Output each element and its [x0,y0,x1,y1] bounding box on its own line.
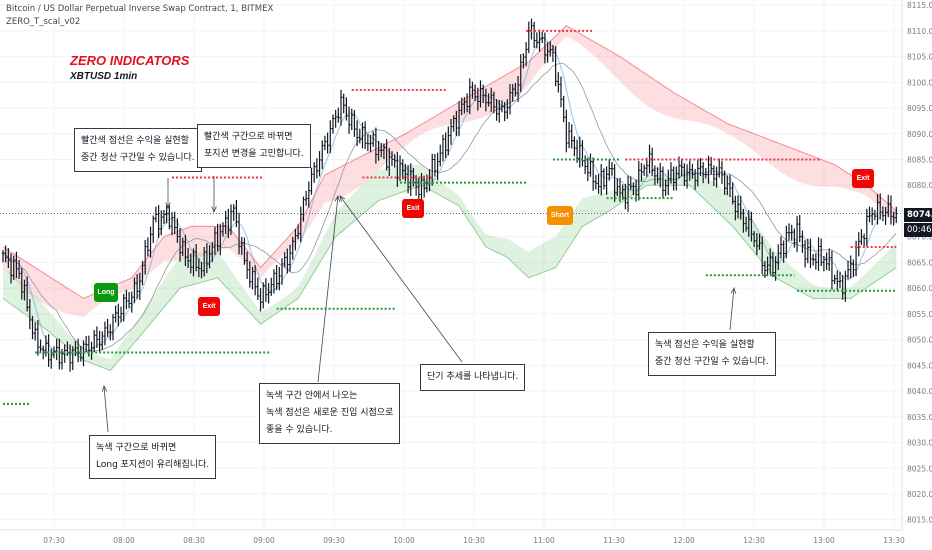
exit-signal-marker[interactable]: Exit [198,297,220,316]
price-axis-tick-label: 8050.0 [907,336,932,345]
short-signal-marker[interactable]: Short [547,206,573,225]
price-axis-tick-label: 8100.0 [907,78,932,87]
indicator-name[interactable]: ZERO_T_scal_v02 [6,17,81,27]
price-axis-tick-label: 8065.0 [907,258,932,267]
annotation-line: 녹색 구간으로 바뀌면 [96,443,177,453]
symbol-description: Bitcoin / US Dollar Perpetual Inverse Sw… [6,4,274,14]
red-band-line [2,25,897,300]
price-axis-tick-label: 8105.0 [907,53,932,62]
annotation-arrow-head [165,202,171,210]
exit-signal-marker[interactable]: Exit [402,199,424,218]
price-axis-tick-label: 8070.0 [907,233,932,242]
time-axis-tick-label: 10:30 [463,536,485,545]
annotation-line: 포지션 변경을 고민합니다. [204,149,304,159]
annotation-red-zone-switch: 빨간색 구간으로 바뀌면 포지션 변경을 고민합니다. [197,124,311,168]
price-axis-tick-label: 8080.0 [907,181,932,190]
annotation-green-dotted-entry: 녹색 구간 안에서 나오는 녹색 점선은 새로운 진입 시점으로 좋을 수 있습… [259,383,401,444]
time-axis-tick-label: 11:30 [603,536,625,545]
annotation-short-trend: 단기 추세를 나타냅니다. [420,364,526,391]
green-cloud-band [3,165,897,371]
time-axis-tick-label: 08:30 [183,536,205,545]
annotation-line: 녹색 점선은 수익을 실현할 [655,340,755,350]
annotation-arrow-head [211,206,217,214]
price-axis-tick-label: 8085.0 [907,156,932,165]
long-signal-marker[interactable]: Long [94,283,118,302]
time-axis-tick-label: 08:00 [113,536,135,545]
annotation-line: 빨간색 구간으로 바뀌면 [204,132,293,142]
price-axis-tick-label: 8115.0 [907,1,932,10]
fast-moving-average [2,37,897,356]
time-axis-tick-label: 11:00 [533,536,555,545]
price-axis-tick-label: 8015.0 [907,516,932,525]
price-axis-tick-label: 8045.0 [907,361,932,370]
price-axis-tick-label: 8025.0 [907,464,932,473]
overlay-title: ZERO INDICATORS [70,53,190,68]
annotation-arrow [317,195,339,383]
price-axis-tick-label: 8055.0 [907,310,932,319]
time-axis-tick-label: 09:00 [253,536,275,545]
countdown-label: 00:46 [904,223,932,237]
slow-moving-average [2,62,897,352]
annotation-arrow-head [101,384,108,392]
annotation-line: 빨간색 점선은 수익을 실현할 [81,136,189,146]
time-axis-tick-label: 12:30 [743,536,765,545]
price-axis-tick-label: 8060.0 [907,284,932,293]
annotation-line: 중간 청산 구간일 수 있습니다. [81,153,195,163]
annotation-red-dotted-profit: 빨간색 점선은 수익을 실현할 중간 청산 구간일 수 있습니다. [74,128,202,172]
time-axis-tick-label: 13:30 [883,536,905,545]
price-axis-background [902,0,932,550]
time-axis-tick-label: 09:30 [323,536,345,545]
annotation-green-zone-long: 녹색 구간으로 바뀌면 Long 포지션이 유리해집니다. [89,435,217,479]
price-axis-tick-label: 8110.0 [907,27,932,36]
annotation-line: 중간 청산 구간일 수 있습니다. [655,357,769,367]
annotation-arrow-head [334,194,341,202]
price-axis-tick-label: 8030.0 [907,439,932,448]
price-axis-tick-label: 8040.0 [907,387,932,396]
price-axis-tick-label: 8035.0 [907,413,932,422]
time-axis-tick-label: 12:00 [673,536,695,545]
price-axis-tick-label: 8090.0 [907,130,932,139]
time-axis-tick-label: 10:00 [393,536,415,545]
annotation-line: Long 포지션이 유리해집니다. [96,460,210,470]
annotation-arrow [103,385,109,433]
annotation-green-dotted-profit: 녹색 점선은 수익을 실현할 중간 청산 구간일 수 있습니다. [648,332,776,376]
exit-signal-marker[interactable]: Exit [852,169,874,188]
annotation-arrow [339,195,463,363]
red-cloud-band [3,25,897,318]
annotation-line: 단기 추세를 나타냅니다. [427,372,519,382]
time-axis-tick-label: 07:30 [43,536,65,545]
annotation-arrow [729,287,735,331]
time-axis-tick-label: 13:00 [813,536,835,545]
annotation-arrow-head [339,195,346,202]
overlay-subtitle: XBTUSD 1min [70,71,138,82]
green-band-line [2,184,897,372]
annotation-line: 좋을 수 있습니다. [266,425,333,435]
annotation-line: 녹색 점선은 새로운 진입 시점으로 [266,408,394,418]
last-price-label: 8074.5 [904,208,932,222]
annotation-arrow-head [730,286,737,294]
price-axis-tick-label: 8095.0 [907,104,932,113]
price-axis-tick-label: 8020.0 [907,490,932,499]
annotation-line: 녹색 구간 안에서 나오는 [266,391,358,401]
